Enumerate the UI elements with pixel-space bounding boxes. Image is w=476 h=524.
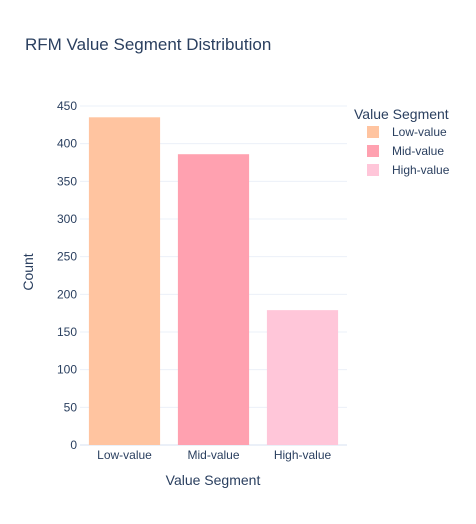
x-tick-label: High-value — [274, 448, 332, 462]
bar-mid-value[interactable] — [177, 154, 250, 446]
y-tick-label: 50 — [64, 400, 78, 414]
bars — [88, 117, 339, 446]
legend-title: Value Segment — [354, 106, 449, 122]
legend-items: Low-value Mid-value High-value — [367, 125, 450, 177]
x-tick-label: Mid-value — [187, 448, 239, 462]
bar-high-value[interactable] — [266, 310, 339, 445]
y-tick-label: 150 — [57, 325, 77, 339]
y-tick-label: 200 — [57, 287, 77, 301]
y-tick-label: 300 — [57, 212, 77, 226]
x-tick-label: Low-value — [97, 448, 152, 462]
legend-label[interactable]: Mid-value — [392, 144, 444, 158]
legend-swatch[interactable] — [367, 164, 379, 176]
legend-label[interactable]: High-value — [392, 163, 450, 177]
y-axis-title: Count — [20, 253, 36, 290]
chart-title: RFM Value Segment Distribution — [25, 35, 271, 54]
legend-label[interactable]: Low-value — [392, 125, 447, 139]
y-tick-label: 450 — [57, 99, 77, 113]
y-tick-labels: 0 50 100 150 200 250 300 350 400 450 — [57, 99, 77, 452]
x-axis-title: Value Segment — [166, 472, 261, 488]
y-tick-label: 0 — [70, 438, 77, 452]
x-tick-labels: Low-value Mid-value High-value — [97, 448, 331, 462]
legend-swatch[interactable] — [367, 126, 379, 138]
bar-low-value[interactable] — [88, 117, 161, 446]
y-tick-label: 400 — [57, 137, 77, 151]
y-tick-label: 100 — [57, 363, 77, 377]
legend-swatch[interactable] — [367, 145, 379, 157]
y-tick-label: 350 — [57, 174, 77, 188]
legend: Value Segment Low-value Mid-value High-val… — [354, 106, 450, 177]
y-tick-label: 250 — [57, 250, 77, 264]
